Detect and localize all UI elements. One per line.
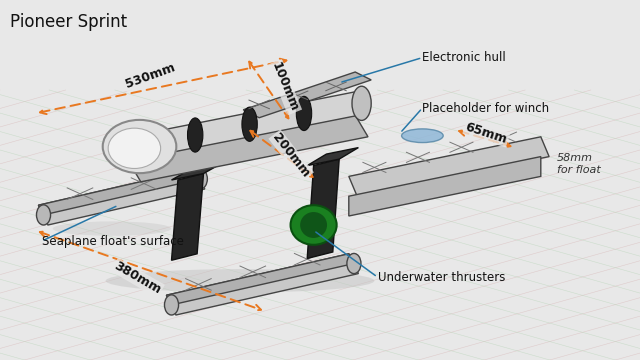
Ellipse shape	[106, 269, 374, 292]
Ellipse shape	[108, 128, 161, 168]
Ellipse shape	[102, 120, 177, 173]
Ellipse shape	[36, 205, 51, 225]
Polygon shape	[166, 254, 354, 305]
Polygon shape	[172, 174, 204, 260]
Ellipse shape	[296, 96, 312, 131]
Ellipse shape	[352, 86, 371, 120]
Ellipse shape	[52, 221, 172, 236]
Ellipse shape	[300, 212, 327, 238]
Text: 530mm: 530mm	[124, 60, 177, 91]
Ellipse shape	[193, 169, 207, 189]
Text: Seaplane float's surface: Seaplane float's surface	[42, 235, 184, 248]
Ellipse shape	[291, 205, 337, 245]
Polygon shape	[166, 254, 358, 315]
Text: 200mm: 200mm	[270, 131, 312, 180]
Ellipse shape	[402, 129, 444, 143]
Polygon shape	[38, 169, 205, 225]
Text: 380mm: 380mm	[112, 259, 163, 297]
Ellipse shape	[242, 107, 257, 141]
Polygon shape	[307, 148, 358, 166]
Polygon shape	[128, 92, 368, 158]
Polygon shape	[38, 169, 200, 215]
Text: 58mm
for float: 58mm for float	[557, 153, 600, 175]
Text: 100mm: 100mm	[269, 60, 301, 114]
Ellipse shape	[125, 131, 144, 166]
Text: Pioneer Sprint: Pioneer Sprint	[10, 13, 127, 31]
Text: Placeholder for winch: Placeholder for winch	[422, 102, 550, 114]
Polygon shape	[307, 159, 339, 258]
Polygon shape	[128, 115, 368, 182]
Ellipse shape	[188, 118, 203, 152]
Text: 65mm: 65mm	[464, 120, 509, 146]
Text: Electronic hull: Electronic hull	[422, 51, 506, 64]
Text: Underwater thrusters: Underwater thrusters	[378, 271, 505, 284]
Ellipse shape	[164, 295, 179, 315]
Polygon shape	[243, 72, 371, 118]
Polygon shape	[349, 157, 541, 216]
Polygon shape	[172, 163, 223, 180]
Ellipse shape	[347, 253, 361, 274]
Polygon shape	[349, 137, 549, 196]
